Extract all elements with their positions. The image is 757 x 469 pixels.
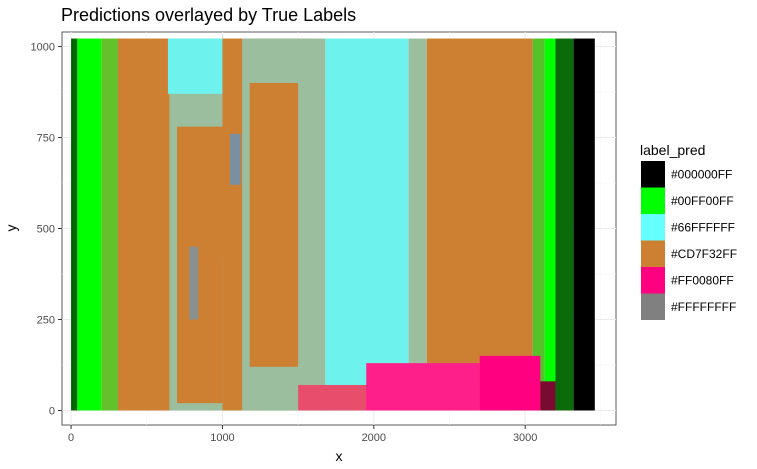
legend-label: #CD7F32FF xyxy=(671,247,737,261)
heatmap-region-16 xyxy=(555,38,574,411)
heatmap-region-15 xyxy=(544,38,556,411)
heatmap-region-22 xyxy=(230,133,241,185)
legend-title: label_pred xyxy=(640,142,705,158)
y-tick-label: 250 xyxy=(37,314,55,326)
x-axis-ticks: 0 1000 2000 3000 xyxy=(68,425,537,444)
heatmap-region-12 xyxy=(408,38,427,411)
y-tick-label: 750 xyxy=(37,133,55,145)
heatmap-region-14 xyxy=(532,38,545,411)
heatmap-region-1 xyxy=(77,38,102,411)
heatmap-region-2 xyxy=(101,38,119,411)
legend-key xyxy=(641,293,665,320)
legend-key xyxy=(641,240,665,267)
legend-key xyxy=(641,267,665,294)
legend-key xyxy=(641,187,665,214)
heatmap-region-10 xyxy=(249,82,299,367)
heatmap-region-11 xyxy=(325,38,409,411)
heatmap-region-13 xyxy=(426,38,533,411)
heatmap-region-23 xyxy=(189,246,199,320)
legend-key xyxy=(641,161,665,188)
heatmap-regions xyxy=(71,38,595,411)
heatmap-region-17 xyxy=(573,38,595,411)
chart-title: Predictions overlayed by True Labels xyxy=(61,5,356,25)
heatmap-region-21 xyxy=(540,381,556,411)
y-tick-label: 1000 xyxy=(31,42,55,54)
y-axis-ticks: 0 250 500 750 1000 xyxy=(31,42,62,417)
legend-label: #000000FF xyxy=(671,167,732,181)
y-tick-label: 0 xyxy=(49,405,55,417)
legend-key xyxy=(641,214,665,241)
legend-label: #00FF00FF xyxy=(671,194,734,208)
x-tick-label: 2000 xyxy=(362,432,386,444)
heatmap-region-20 xyxy=(479,355,541,411)
x-tick-label: 1000 xyxy=(210,432,234,444)
legend-label: #66FFFFFF xyxy=(671,220,735,234)
heatmap-region-3 xyxy=(118,38,170,411)
heatmap-region-6 xyxy=(167,38,223,94)
heatmap-region-5 xyxy=(177,126,223,404)
legend: label_pred #000000FF #00FF00FF #66FFFFFF #C… xyxy=(640,142,737,320)
x-tick-label: 0 xyxy=(68,432,74,444)
y-tick-label: 500 xyxy=(37,224,55,236)
y-axis-label: y xyxy=(3,225,19,232)
legend-label: #FF0080FF xyxy=(671,273,734,287)
heatmap-region-19 xyxy=(366,363,480,411)
legend-label: #FFFFFFFF xyxy=(671,300,736,314)
x-axis-label: x xyxy=(336,448,343,464)
heatmap-region-0 xyxy=(71,38,81,411)
x-tick-label: 3000 xyxy=(513,432,537,444)
